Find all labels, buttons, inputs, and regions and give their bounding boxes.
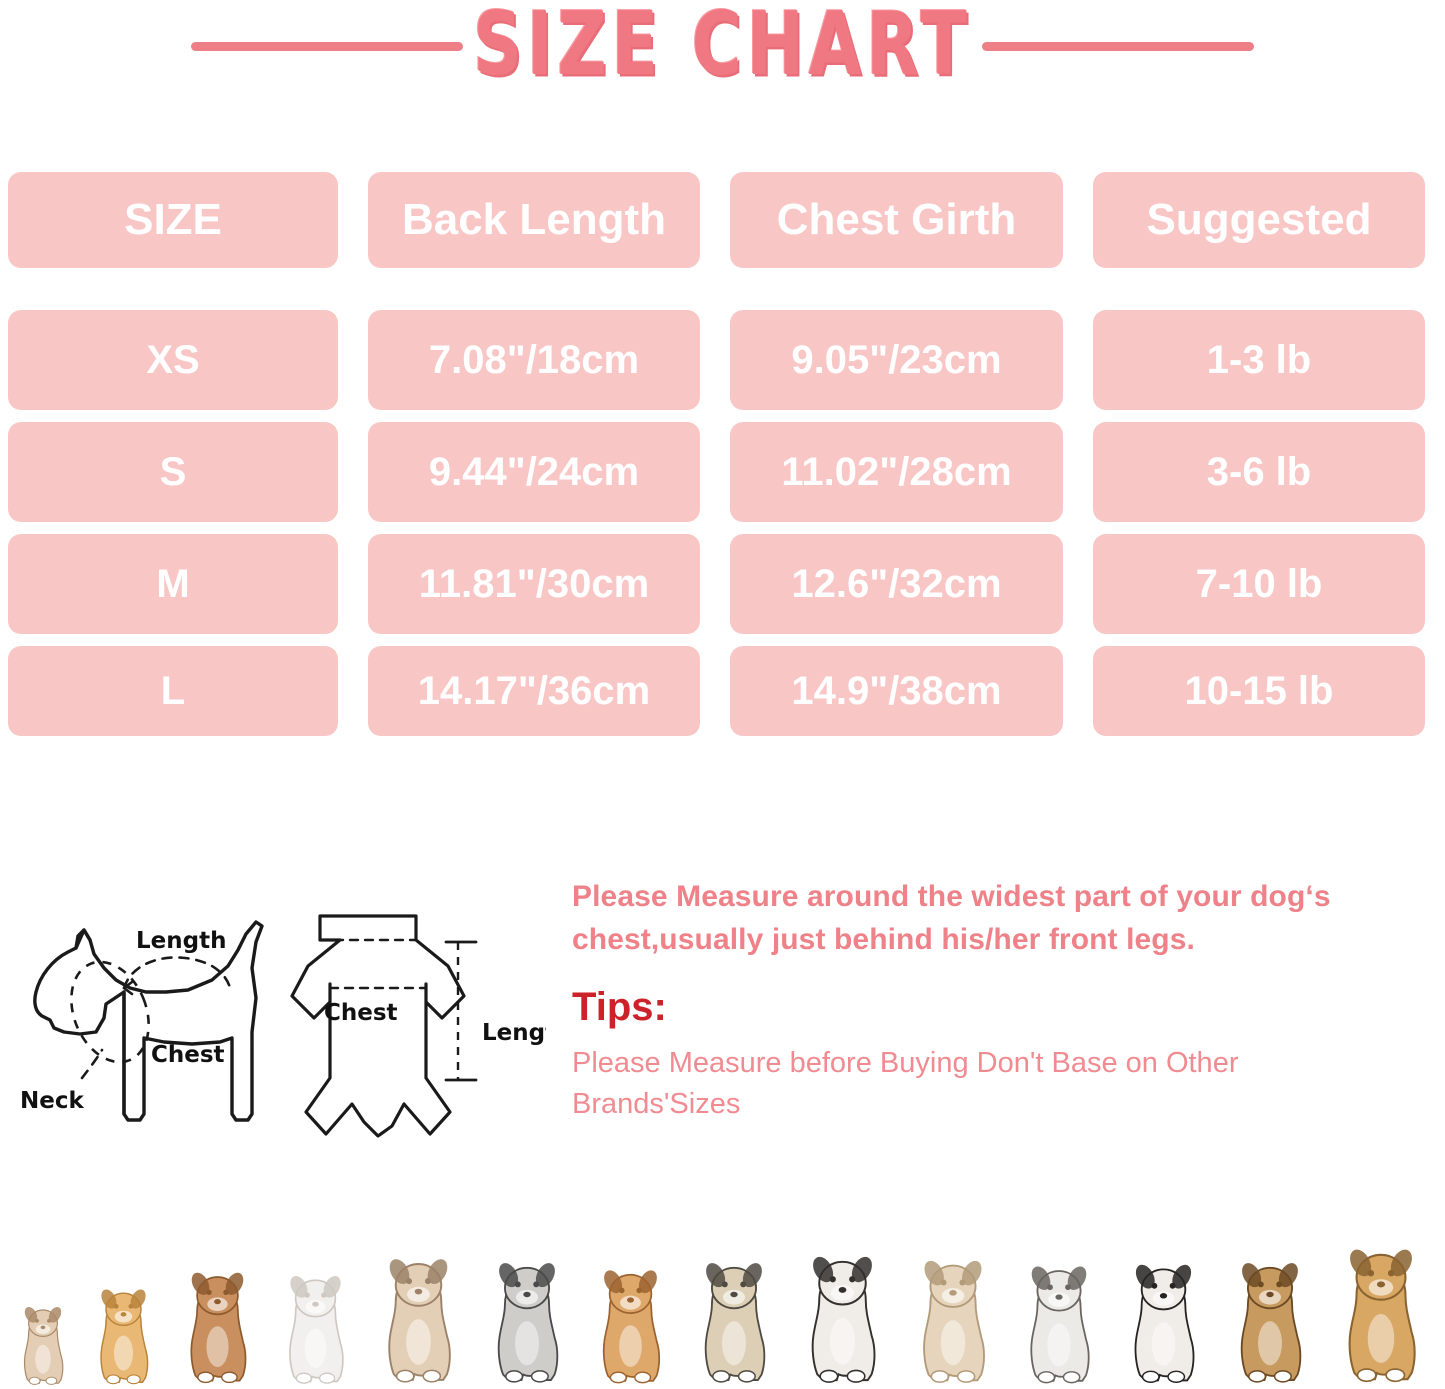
cell-size: S: [8, 422, 338, 522]
cell-size: M: [8, 534, 338, 634]
notes-section: Please Measure around the widest part of…: [572, 876, 1402, 1126]
dog-illustration-icon: [602, 1270, 660, 1384]
dog-illustration-icon: [812, 1256, 876, 1383]
cell-back-length: 9.44"/24cm: [368, 422, 700, 522]
cell-suggested: 10-15 lb: [1093, 646, 1425, 736]
dog-photo-shih-tzu: [364, 1253, 473, 1389]
title-rule-left: [191, 41, 464, 51]
length-arrow-icon: [122, 980, 134, 996]
title-rule-right: [981, 41, 1254, 51]
table-row: XS 7.08"/18cm 9.05"/23cm 1-3 lb: [8, 310, 1437, 410]
dog-illustration-icon: [922, 1260, 985, 1383]
table-header-row: SIZE Back Length Chest Girth Suggested: [8, 172, 1437, 268]
dog-photo-havanese: [580, 1265, 681, 1389]
tips-heading: Tips:: [572, 985, 667, 1030]
dog-photo-jack-russell: [1007, 1261, 1111, 1389]
measurement-diagrams: Length Chest Neck Chest Length: [6, 892, 546, 1142]
cell-back-length: 7.08"/18cm: [368, 310, 700, 410]
dog-illustration-icon: [388, 1259, 452, 1383]
measurement-diagram-svg: Length Chest Neck Chest Length: [20, 914, 546, 1138]
dog-chest-label: Chest: [151, 1042, 225, 1068]
page-title: SIZE CHART: [473, 0, 972, 96]
cell-chest-girth: 11.02"/28cm: [730, 422, 1063, 522]
cell-suggested: 3-6 lb: [1093, 422, 1425, 522]
size-table: SIZE Back Length Chest Girth Suggested X…: [8, 172, 1437, 736]
cell-size: XS: [8, 310, 338, 410]
table-row: S 9.44"/24cm 11.02"/28cm 3-6 lb: [8, 422, 1437, 522]
cell-suggested: 1-3 lb: [1093, 310, 1425, 410]
dog-illustration-icon: [497, 1263, 558, 1383]
table-row: M 11.81"/30cm 12.6"/32cm 7-10 lb: [8, 534, 1437, 634]
cell-suggested: 7-10 lb: [1093, 534, 1425, 634]
dog-photo-boston-terrier: [1111, 1259, 1216, 1389]
dog-photo-chihuahua: [6, 1303, 80, 1389]
garment-chest-label: Chest: [324, 1000, 398, 1026]
table-row: L 14.17"/36cm 14.9"/38cm 10-15 lb: [8, 646, 1437, 736]
measure-instruction-text: Please Measure around the widest part of…: [572, 880, 1331, 956]
dog-photo-brown-poodle: [168, 1267, 267, 1389]
dog-photo-cavalier-spaniel: [787, 1251, 898, 1389]
dog-photo-beagle: [1323, 1243, 1439, 1389]
tips-body-text: Please Measure before Buying Don't Base …: [572, 1047, 1239, 1121]
chest-measure-line: [70, 960, 150, 1064]
dog-photo-schnauzer: [473, 1257, 579, 1389]
garment-length-measure-line: [444, 940, 478, 1082]
column-header-size: SIZE: [8, 172, 338, 268]
neck-measure-line: [80, 1048, 104, 1080]
garment-outline-icon: [290, 914, 466, 1138]
garment-length-label: Length: [482, 1020, 546, 1046]
column-header-back-length: Back Length: [368, 172, 700, 268]
dog-illustration-icon: [1348, 1249, 1416, 1383]
dog-illustration-icon: [704, 1263, 766, 1383]
dog-illustration-icon: [100, 1289, 149, 1385]
dog-illustration-icon: [289, 1275, 344, 1384]
dog-illustration-icon: [24, 1306, 64, 1385]
dog-illustration-icon: [190, 1272, 247, 1384]
cell-back-length: 11.81"/30cm: [368, 534, 700, 634]
cell-chest-girth: 9.05"/23cm: [730, 310, 1063, 410]
dog-illustration-icon: [1134, 1264, 1195, 1383]
page-title-band: SIZE CHART: [0, 0, 1445, 92]
dog-neck-label: Neck: [20, 1088, 84, 1114]
dog-photo-pomeranian: [80, 1285, 167, 1389]
dog-illustration-icon: [1030, 1266, 1090, 1384]
cell-chest-girth: 14.9"/38cm: [730, 646, 1063, 736]
cell-size: L: [8, 646, 338, 736]
length-measure-line: [122, 956, 232, 990]
cell-chest-girth: 12.6"/32cm: [730, 534, 1063, 634]
dog-breed-strip: [0, 1227, 1445, 1389]
dog-photo-pug: [681, 1257, 787, 1389]
dog-photo-french-bulldog: [1216, 1257, 1322, 1389]
column-header-suggested: Suggested: [1093, 172, 1425, 268]
dog-photo-apricot-poodle: [899, 1255, 1007, 1389]
cell-back-length: 14.17"/36cm: [368, 646, 700, 736]
dog-illustration-icon: [1240, 1263, 1301, 1383]
column-header-chest-girth: Chest Girth: [730, 172, 1063, 268]
dog-photo-bichon-frise: [267, 1271, 364, 1389]
dog-length-label: Length: [136, 928, 226, 954]
